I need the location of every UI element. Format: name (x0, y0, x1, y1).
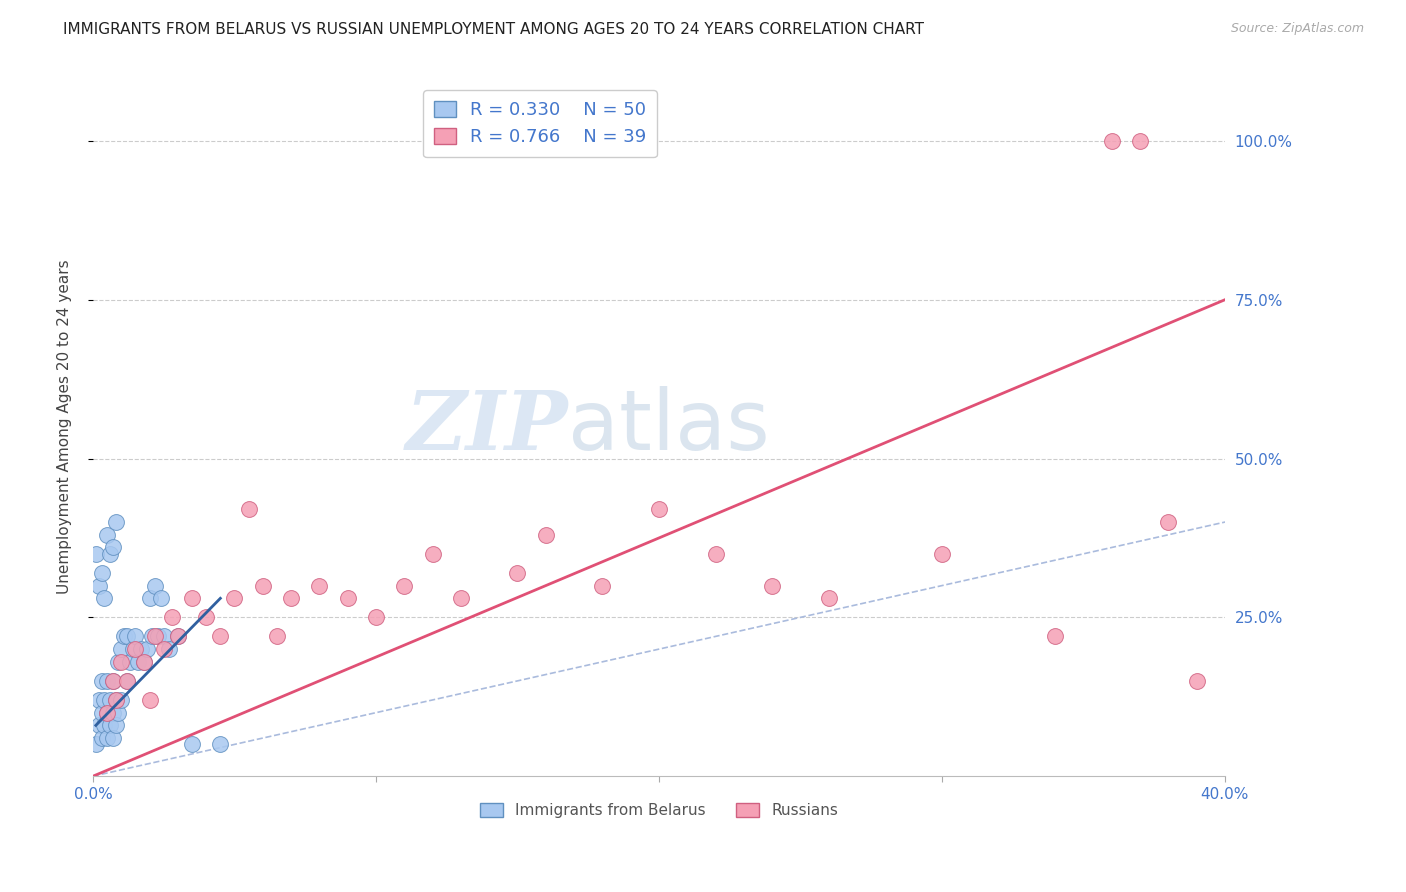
Point (127, 655, 149, 669)
Point (931, 547, 953, 561)
Point (157, 642, 180, 657)
Point (96, 706, 118, 720)
Point (648, 502, 671, 516)
Text: IMMIGRANTS FROM BELARUS VS RUSSIAN UNEMPLOYMENT AMONG AGES 20 TO 24 YEARS CORREL: IMMIGRANTS FROM BELARUS VS RUSSIAN UNEMP… (63, 22, 924, 37)
Point (135, 642, 157, 657)
Point (167, 629, 190, 643)
Point (1157, 515, 1180, 529)
Point (124, 629, 146, 643)
Point (96, 706, 118, 720)
Point (107, 655, 129, 669)
Point (98, 547, 121, 561)
Point (761, 579, 783, 593)
Point (101, 541, 124, 555)
Point (84, 547, 107, 561)
Point (1129, 134, 1152, 148)
Point (104, 693, 127, 707)
Point (93, 591, 115, 606)
Point (104, 718, 127, 732)
Point (90, 673, 112, 688)
Point (152, 629, 174, 643)
Point (98, 693, 121, 707)
Point (96, 731, 118, 745)
Point (98, 718, 121, 732)
Point (1185, 673, 1208, 688)
Point (138, 693, 160, 707)
Point (149, 591, 172, 606)
Point (101, 731, 124, 745)
Point (195, 610, 218, 624)
Point (450, 591, 472, 606)
Point (93, 718, 115, 732)
Point (115, 629, 138, 643)
Point (591, 579, 613, 593)
Text: Source: ZipAtlas.com: Source: ZipAtlas.com (1230, 22, 1364, 36)
Point (143, 629, 166, 643)
Point (181, 591, 204, 606)
Point (90, 706, 112, 720)
Point (817, 591, 839, 606)
Legend: Immigrants from Belarus, Russians: Immigrants from Belarus, Russians (474, 797, 844, 824)
Point (1043, 629, 1066, 643)
Point (141, 629, 163, 643)
Point (152, 642, 174, 657)
Point (104, 515, 127, 529)
Point (118, 655, 141, 669)
Point (1101, 134, 1123, 148)
Point (93, 693, 115, 707)
Point (209, 738, 232, 752)
Point (87, 693, 110, 707)
Point (162, 610, 184, 624)
Point (96, 673, 118, 688)
Point (115, 673, 138, 688)
Point (90, 731, 112, 745)
Point (112, 629, 135, 643)
Point (110, 655, 132, 669)
Point (336, 591, 359, 606)
Point (280, 591, 302, 606)
Point (87, 718, 110, 732)
Point (364, 610, 387, 624)
Point (266, 629, 288, 643)
Point (534, 528, 557, 542)
Point (143, 579, 166, 593)
Point (104, 693, 127, 707)
Point (224, 591, 246, 606)
Point (129, 642, 152, 657)
Point (110, 642, 132, 657)
Point (308, 579, 330, 593)
Point (101, 673, 124, 688)
Point (121, 642, 143, 657)
Point (107, 706, 129, 720)
Point (87, 579, 110, 593)
Point (238, 502, 260, 516)
Point (132, 655, 155, 669)
Point (101, 706, 124, 720)
Point (209, 629, 232, 643)
Text: ZIP: ZIP (406, 387, 568, 467)
Point (84, 738, 107, 752)
Point (181, 738, 204, 752)
Point (394, 579, 416, 593)
Point (101, 673, 124, 688)
Point (506, 566, 529, 580)
Point (96, 528, 118, 542)
Point (132, 655, 155, 669)
Point (167, 629, 190, 643)
Point (124, 642, 146, 657)
Point (138, 591, 160, 606)
Point (422, 547, 444, 561)
Y-axis label: Unemployment Among Ages 20 to 24 years: Unemployment Among Ages 20 to 24 years (58, 260, 72, 594)
Point (146, 629, 169, 643)
Point (90, 566, 112, 580)
Point (704, 547, 727, 561)
Point (252, 579, 274, 593)
Point (110, 693, 132, 707)
Point (115, 673, 138, 688)
Text: atlas: atlas (568, 386, 770, 467)
